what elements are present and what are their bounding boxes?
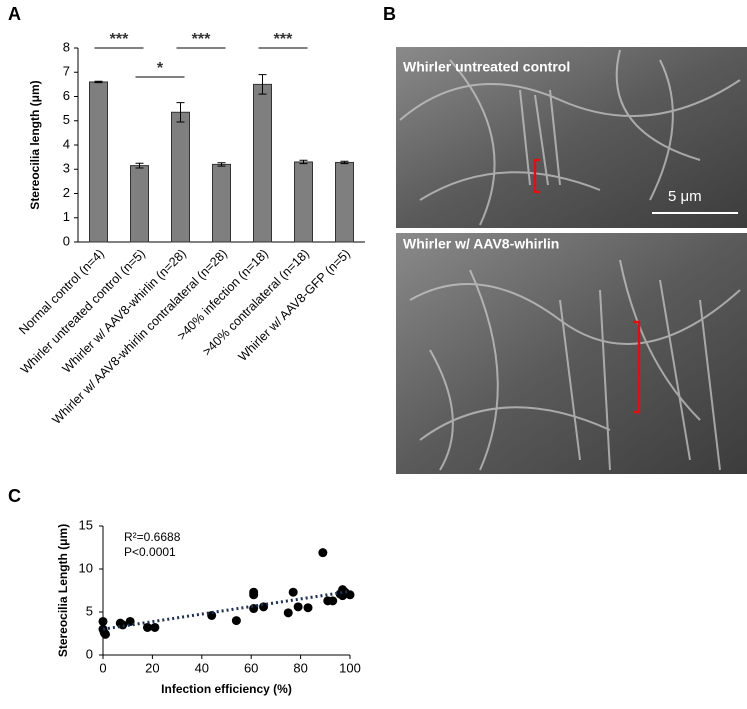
y-tick-label: 0 [86, 646, 93, 661]
annotation: P<0.0001 [124, 545, 176, 559]
point [150, 622, 160, 632]
y-tick-label: 10 [79, 560, 93, 575]
error-bar [340, 160, 349, 165]
panel-label: B [383, 4, 396, 24]
y-axis-label: Stereocilia length (μm) [28, 80, 42, 209]
trendline [102, 589, 351, 631]
panel-label: A [8, 4, 21, 24]
point [98, 616, 108, 626]
x-tick-label: 0 [99, 660, 106, 675]
bar [253, 83, 272, 243]
annotation: R²=0.6688 [124, 530, 181, 544]
point [249, 587, 259, 597]
bar [89, 81, 108, 243]
point [231, 616, 241, 626]
y-tick-label: 15 [79, 517, 93, 532]
point [288, 587, 298, 597]
y-tick-label: 5 [63, 112, 70, 127]
bar [294, 161, 313, 243]
error-bar [299, 159, 308, 165]
y-tick-label: 3 [63, 161, 70, 176]
point [283, 608, 293, 618]
point [303, 603, 313, 613]
point [328, 596, 338, 606]
point [100, 629, 110, 639]
y-tick-label: 5 [86, 603, 93, 618]
y-tick-label: 4 [63, 136, 70, 151]
micrograph-caption: Whirler w/ AAV8-whirlin [403, 236, 559, 252]
significance-label: *** [192, 31, 211, 48]
bar [171, 111, 190, 243]
error-bar [217, 162, 226, 167]
bar [335, 161, 354, 243]
significance-label: * [157, 60, 164, 77]
panel-label: C [8, 486, 21, 506]
y-tick-label: 0 [63, 233, 70, 248]
error-bar [176, 102, 185, 123]
x-tick-label: 40 [195, 660, 209, 675]
x-axis-label: Infection efficiency (%) [161, 682, 292, 696]
y-tick-label: 8 [63, 39, 70, 54]
significance-label: *** [110, 31, 129, 48]
y-tick-label: 7 [63, 64, 70, 79]
point [125, 616, 135, 626]
bar [212, 163, 231, 243]
y-tick-label: 2 [63, 185, 70, 200]
error-bar [94, 80, 103, 84]
y-tick-label: 6 [63, 88, 70, 103]
micrograph: Whirler w/ AAV8-whirlin [396, 233, 747, 474]
x-tick-label: 100 [339, 660, 361, 675]
x-tick-label: 60 [244, 660, 258, 675]
significance-label: *** [274, 31, 293, 48]
point [207, 610, 217, 620]
micrograph-caption: Whirler untreated control [403, 59, 570, 75]
point [345, 590, 355, 600]
point [142, 622, 152, 632]
scale-bar-label: 5 μm [668, 188, 702, 205]
x-tick-label: 20 [145, 660, 159, 675]
bar [130, 165, 149, 243]
point [293, 602, 303, 612]
y-tick-label: 1 [63, 209, 70, 224]
y-axis-label: Stereocilia Length (μm) [56, 524, 70, 657]
micrograph: Whirler untreated control 5 μm [396, 47, 747, 228]
error-bar [135, 162, 144, 169]
error-bar [258, 74, 267, 95]
x-tick-label: 80 [293, 660, 307, 675]
point [318, 548, 328, 558]
